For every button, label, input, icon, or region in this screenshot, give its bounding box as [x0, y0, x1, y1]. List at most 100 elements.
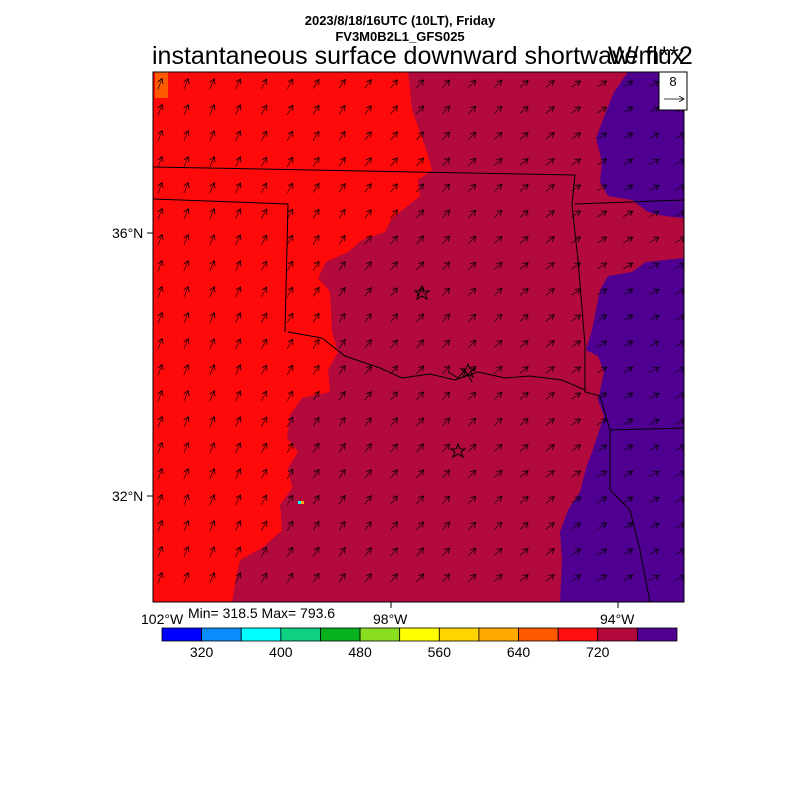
wind-vector: [338, 392, 345, 401]
wind-vector: [649, 575, 659, 581]
wind-vector: [338, 496, 345, 505]
lon-label-98w: 98°W: [373, 611, 408, 627]
wind-vector: [286, 339, 293, 349]
wind-vector: [184, 287, 188, 298]
wind-vector: [623, 211, 632, 218]
wind-vector: [571, 575, 581, 582]
wind-vector: [235, 339, 241, 350]
colorbar-label: 400: [269, 644, 293, 660]
wind-vector: [597, 237, 606, 244]
wind-vector: [467, 548, 476, 556]
min-max-readout: Min= 318.5 Max= 793.6: [188, 605, 336, 621]
wind-vector: [286, 105, 293, 115]
wind-vector: [261, 443, 266, 454]
wind-vector: [571, 367, 581, 374]
wind-vector: [261, 391, 266, 402]
wind-vector: [467, 210, 476, 218]
wind-vector: [674, 445, 684, 451]
wind-vector: [597, 575, 606, 582]
wind-vector: [597, 393, 606, 400]
wind-vector: [390, 236, 398, 245]
wind-vector: [649, 471, 659, 477]
wind-vector: [184, 79, 188, 90]
wind-vector: [209, 365, 215, 376]
wind-vector: [338, 470, 345, 479]
wind-vector: [364, 574, 371, 583]
wind-vector: [235, 261, 241, 272]
colorbar-label: 320: [189, 644, 214, 660]
wind-vector: [623, 315, 632, 322]
wind-vector: [286, 547, 293, 557]
wind-vector: [519, 549, 528, 556]
wind-vector: [158, 365, 162, 376]
wind-vector: [209, 287, 215, 298]
wind-vector: [184, 547, 188, 558]
wind-vector: [286, 287, 293, 297]
wind-vector: [235, 547, 241, 558]
wind-vector: [467, 392, 476, 400]
wind-vector: [312, 417, 319, 427]
wind-vector: [519, 185, 528, 192]
wind-vector: [209, 547, 215, 558]
wind-vector: [519, 367, 528, 374]
wind-vector: [467, 262, 476, 270]
lat-label-32n: 32°N: [112, 488, 144, 504]
wind-vector: [623, 445, 632, 452]
wind-vector: [338, 106, 345, 115]
wind-vector: [364, 158, 371, 167]
wind-vector: [674, 549, 684, 555]
wind-vector: [467, 314, 476, 322]
wind-vector: [235, 469, 241, 480]
wind-vector: [184, 131, 188, 142]
wind-vector: [261, 131, 266, 142]
wind-vector: [519, 341, 528, 348]
wind-vector: [493, 340, 502, 348]
wind-vector: [442, 288, 449, 297]
wind-vector: [467, 288, 476, 296]
wind-vector: [571, 419, 581, 426]
wind-vector: [493, 236, 502, 244]
wind-vector: [364, 496, 371, 505]
wind-vector: [493, 392, 502, 400]
wind-vector: [261, 365, 266, 376]
wind-vector: [338, 340, 345, 349]
wind-vector: [364, 444, 371, 453]
wind-vector: [209, 417, 215, 428]
wind-vector: [571, 315, 581, 322]
wind-vector: [623, 575, 632, 582]
wind-vector: [416, 106, 423, 115]
wind-vector: [674, 367, 684, 373]
wind-vector: [184, 495, 188, 506]
wind-vector: [674, 133, 684, 139]
wind-vector: [571, 549, 581, 556]
wind-vector: [312, 521, 319, 531]
wind-vector: [312, 131, 319, 141]
wind-vector: [312, 183, 319, 193]
wind-vector: [390, 548, 398, 557]
wind-vector: [158, 443, 162, 454]
wind-vector: [649, 367, 659, 373]
wind-vector: [286, 443, 293, 453]
wind-vector: [623, 549, 632, 556]
wind-vector: [545, 133, 554, 140]
wind-vector: [158, 313, 162, 324]
wind-vector: [416, 444, 423, 453]
wind-vector: [364, 106, 371, 115]
wind-vector: [623, 289, 632, 296]
wind-vector: [467, 444, 476, 452]
wind-vector: [442, 314, 449, 323]
wind-vector: [312, 209, 319, 219]
wind-vector: [416, 262, 423, 271]
wind-vector: [286, 235, 293, 245]
wind-vector: [235, 365, 241, 376]
wind-vector: [338, 366, 345, 375]
wind-vector: [209, 573, 215, 584]
wind-vector: [235, 391, 241, 402]
wind-vector: [674, 263, 684, 269]
wind-vector: [235, 417, 241, 428]
wind-vector: [312, 261, 319, 271]
wind-vector: [312, 287, 319, 297]
wind-vector: [442, 548, 449, 557]
wind-vector: [390, 262, 398, 271]
wind-vector: [493, 80, 502, 88]
